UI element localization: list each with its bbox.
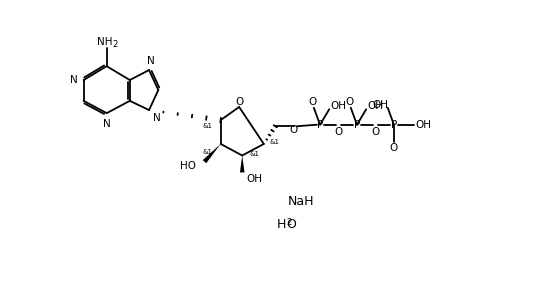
Text: N: N (71, 75, 78, 85)
Text: &1: &1 (203, 149, 213, 155)
Text: N: N (103, 118, 110, 129)
Text: P: P (317, 120, 323, 130)
Text: O: O (287, 218, 296, 231)
Text: O: O (235, 97, 243, 107)
Text: N: N (148, 56, 155, 66)
Text: N: N (153, 113, 161, 123)
Text: OH: OH (415, 120, 431, 130)
Text: 2: 2 (113, 40, 118, 49)
Text: O: O (334, 127, 342, 137)
Text: OH: OH (246, 174, 262, 184)
Text: OH: OH (372, 100, 388, 110)
Polygon shape (240, 155, 245, 172)
Text: H: H (277, 218, 286, 231)
Text: P: P (354, 120, 360, 130)
Text: OH: OH (330, 101, 346, 111)
Polygon shape (203, 144, 220, 163)
Text: O: O (390, 143, 398, 153)
Text: OH: OH (368, 101, 383, 111)
Text: O: O (345, 97, 353, 107)
Text: &1: &1 (203, 123, 213, 129)
Text: NaH: NaH (288, 195, 314, 208)
Text: HO: HO (180, 161, 196, 171)
Text: O: O (290, 125, 298, 135)
Text: 2: 2 (286, 218, 292, 227)
Text: P: P (391, 120, 397, 130)
Text: NH: NH (97, 37, 112, 47)
Text: &1: &1 (250, 151, 260, 157)
Text: O: O (371, 127, 380, 137)
Text: &1: &1 (270, 139, 280, 145)
Text: O: O (308, 97, 316, 107)
